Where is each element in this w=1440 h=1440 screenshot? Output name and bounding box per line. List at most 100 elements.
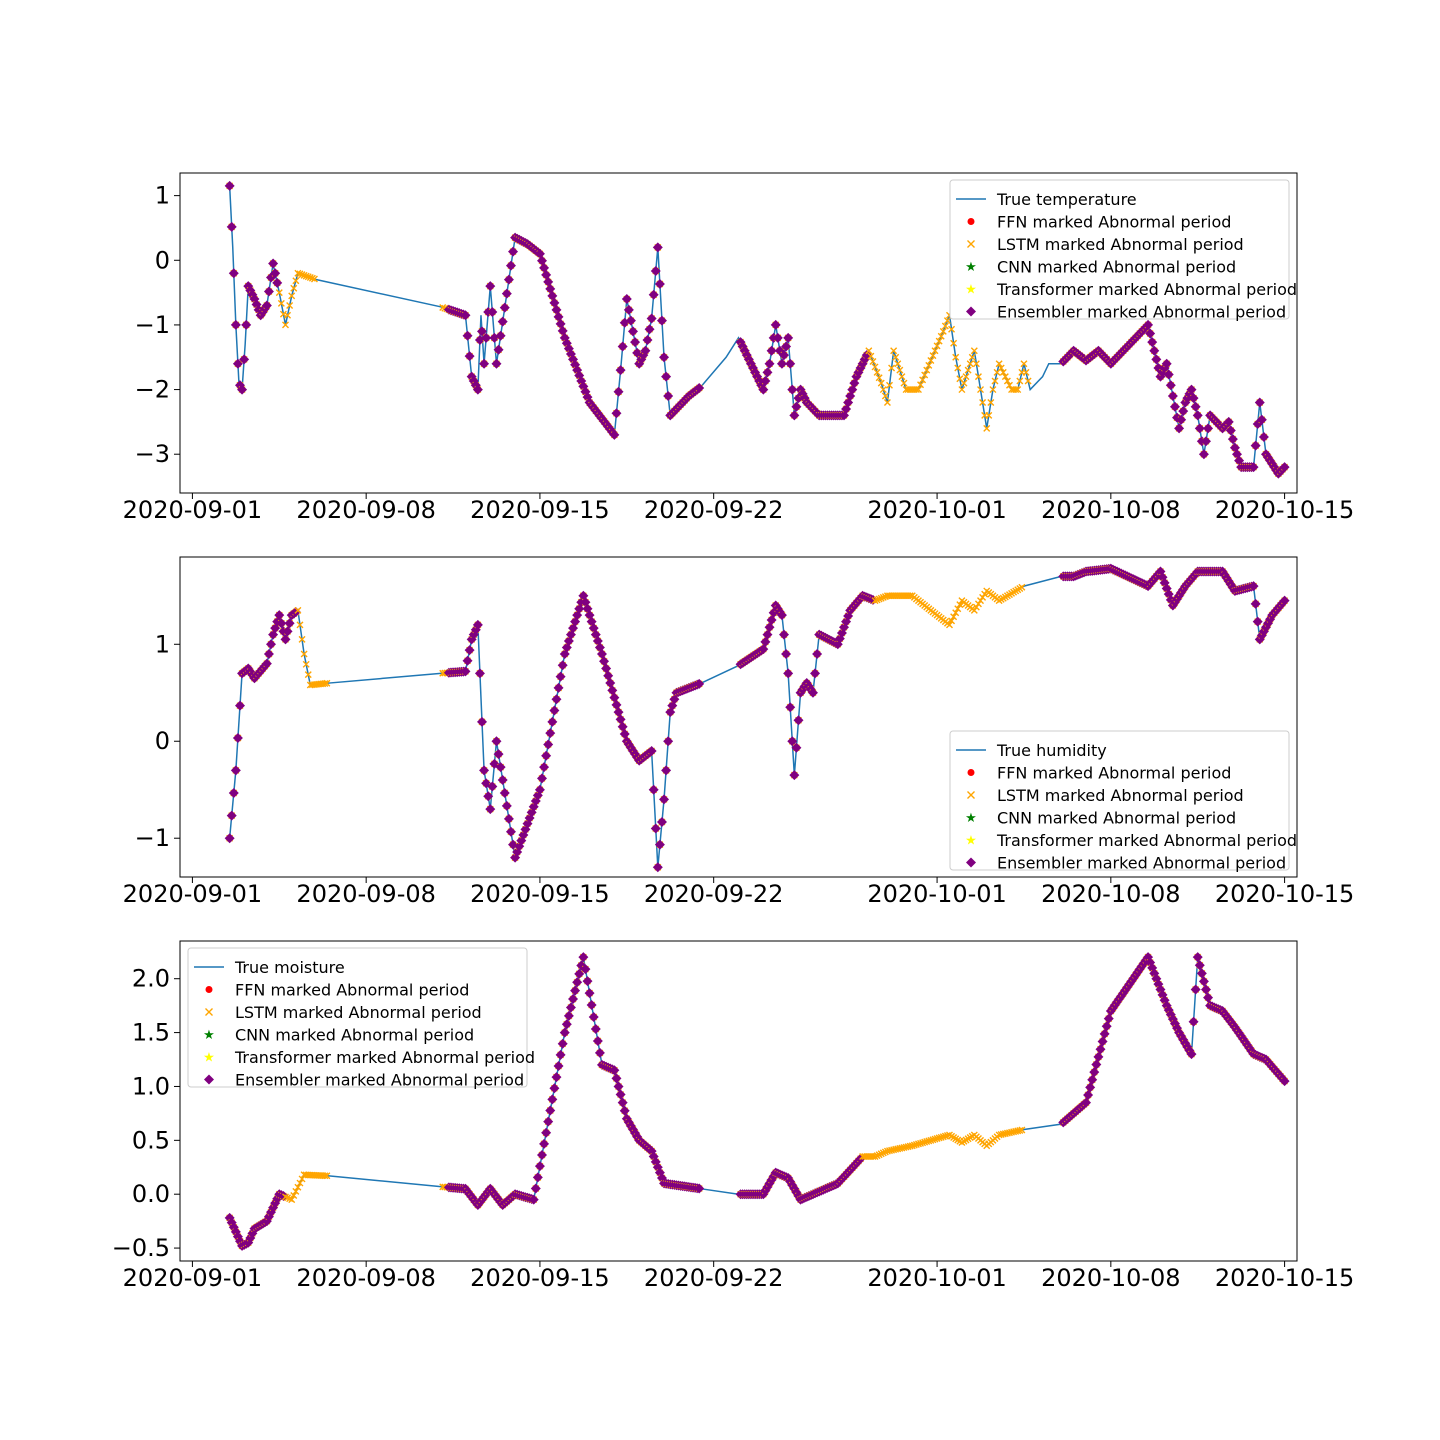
ensembler-marker (779, 350, 790, 361)
ensembler-marker (505, 826, 516, 837)
legend-label-cnn: CNN marked Abnormal period (997, 258, 1236, 277)
ensembler-marker (605, 678, 616, 689)
lstm-marker (958, 386, 966, 394)
ensembler-marker (1161, 358, 1172, 369)
ensembler-marker (617, 721, 628, 732)
lstm-marker (875, 374, 883, 382)
ensembler-marker (791, 401, 802, 412)
ensembler-marker (791, 742, 802, 753)
ensembler-marker (1103, 1013, 1114, 1024)
legend-transformer-marker: ★ (965, 283, 977, 298)
y-tick-label: 1 (155, 630, 170, 658)
y-tick-label: 0.5 (132, 1126, 170, 1154)
lstm-marker (983, 424, 991, 432)
legend-transformer-marker: ★ (203, 1051, 215, 1066)
legend-cnn-marker: ★ (965, 260, 977, 275)
plot-area (224, 180, 1290, 479)
ensembler-marker (1143, 319, 1154, 330)
x-tick-label: 2020-09-15 (470, 1264, 609, 1292)
lstm-marker (931, 347, 939, 355)
ensembler-marker (1091, 1059, 1102, 1070)
ensembler-marker (284, 618, 295, 629)
ensembler-marker (541, 1127, 552, 1138)
ensembler-marker (1089, 1067, 1100, 1078)
ensembler-marker (588, 1012, 599, 1023)
ensembler-marker (1101, 1021, 1112, 1032)
lstm-marker (972, 603, 980, 611)
ensembler-marker (553, 682, 564, 693)
ensembler-marker (1178, 406, 1189, 417)
legend-label-ffn: FFN marked Abnormal period (997, 764, 1231, 783)
legend: True humidity FFN marked Abnormal period L… (949, 730, 1297, 873)
lstm-marker (910, 1141, 918, 1149)
ensembler-marker (617, 341, 628, 352)
y-tick-label: 1 (155, 182, 170, 210)
ensembler-marker (551, 694, 562, 705)
lstm-marker (294, 269, 302, 277)
lstm-marker (952, 609, 960, 617)
ensembler-marker (539, 1138, 550, 1149)
ensembler-marker (586, 1000, 597, 1011)
ensembler-marker (781, 648, 792, 659)
legend-lstm-marker (967, 240, 975, 248)
lstm-marker (927, 1136, 935, 1144)
lstm-marker (321, 679, 329, 687)
lstm-marker (917, 381, 925, 389)
ensembler-marker (249, 294, 260, 305)
ensembler-marker (499, 787, 510, 798)
lstm-marker (935, 337, 943, 345)
ensembler-marker (619, 728, 630, 739)
lstm-marker (896, 366, 904, 374)
ensembler-marker (574, 968, 585, 979)
legend-ffn-marker (205, 986, 213, 993)
ensembler-marker (1203, 992, 1214, 1003)
lstm-marker (1018, 1126, 1026, 1134)
lstm-marker (937, 1133, 945, 1141)
ensembler-marker (783, 668, 794, 679)
lstm-marker (871, 1152, 879, 1160)
legend-label-ffn: FFN marked Abnormal period (997, 213, 1231, 232)
ensembler-marker (530, 1183, 541, 1194)
lstm-marker (921, 1138, 929, 1146)
ensembler-marker (536, 773, 547, 784)
ensembler-marker (785, 358, 796, 369)
lstm-marker (302, 272, 310, 280)
lstm-marker (290, 284, 298, 292)
lstm-marker (929, 352, 937, 360)
lstm-marker (997, 364, 1005, 372)
ensembler-marker (650, 823, 661, 834)
lstm-marker (881, 392, 889, 400)
ensembler-marker (553, 1060, 564, 1071)
ensembler-marker (555, 671, 566, 682)
lstm-marker (1016, 1126, 1024, 1134)
lstm-marker (302, 660, 310, 668)
lstm-marker (919, 1139, 927, 1147)
ensembler-marker (224, 180, 235, 191)
x-tick-label: 2020-10-01 (867, 880, 1006, 908)
ensembler-marker (464, 645, 475, 656)
ensembler-marker (785, 702, 796, 713)
ensembler-marker (224, 833, 235, 844)
lstm-marker (968, 353, 976, 361)
lstm-marker (979, 593, 987, 601)
lstm-marker (981, 590, 989, 598)
legend-label-cnn: CNN marked Abnormal period (235, 1026, 474, 1045)
ensembler-marker (1163, 369, 1174, 380)
ensembler-marker (613, 707, 624, 718)
legend-label-true: True moisture (234, 958, 345, 977)
ensembler-marker (656, 315, 667, 326)
lstm-marker (1012, 386, 1020, 394)
lstm-marker (974, 600, 982, 608)
ensembler-marker (508, 246, 519, 257)
ensembler-marker (1200, 984, 1211, 995)
ensembler-marker (1081, 1097, 1092, 1108)
lstm-marker (925, 361, 933, 369)
lstm-marker (883, 399, 891, 406)
lstm-marker (879, 593, 887, 601)
ensembler-marker (541, 750, 552, 761)
ensembler-marker (543, 739, 554, 750)
lstm-marker (927, 356, 935, 364)
lstm-marker (290, 1191, 298, 1199)
x-tick-label: 2020-09-22 (644, 496, 783, 524)
lstm-marker (939, 1133, 947, 1141)
